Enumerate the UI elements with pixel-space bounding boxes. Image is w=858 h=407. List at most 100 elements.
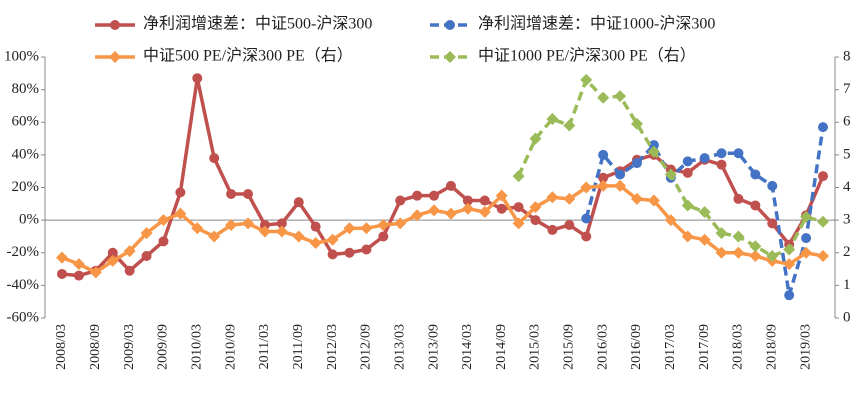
x-tick-label: 2018/09 bbox=[764, 324, 779, 370]
y2-tick-label: 8 bbox=[843, 48, 851, 64]
marker bbox=[733, 193, 744, 204]
marker bbox=[141, 251, 152, 262]
marker bbox=[801, 233, 812, 244]
x-tick-label: 2015/09 bbox=[562, 324, 577, 370]
marker bbox=[581, 213, 592, 224]
marker bbox=[529, 201, 542, 214]
marker bbox=[461, 202, 474, 215]
marker bbox=[681, 199, 694, 212]
marker bbox=[598, 149, 609, 160]
x-tick-label: 2011/09 bbox=[291, 324, 306, 369]
marker bbox=[89, 266, 102, 279]
marker bbox=[327, 249, 338, 260]
marker bbox=[445, 20, 455, 30]
x-tick-label: 2013/09 bbox=[426, 324, 441, 370]
marker bbox=[394, 217, 407, 230]
x-tick-label: 2008/09 bbox=[88, 324, 103, 370]
marker bbox=[411, 209, 424, 222]
marker bbox=[630, 192, 643, 205]
marker bbox=[310, 221, 321, 232]
marker bbox=[124, 265, 135, 276]
marker bbox=[598, 172, 609, 183]
y-tick-label: -60% bbox=[7, 309, 40, 325]
marker bbox=[615, 169, 626, 180]
y-tick-label: 60% bbox=[12, 114, 40, 130]
x-tick-label: 2016/09 bbox=[629, 324, 644, 370]
marker bbox=[648, 140, 659, 151]
marker bbox=[732, 230, 745, 243]
marker bbox=[478, 205, 491, 218]
series-line bbox=[61, 77, 825, 278]
marker bbox=[377, 219, 390, 232]
marker bbox=[243, 189, 254, 200]
marker bbox=[292, 230, 305, 243]
marker bbox=[699, 153, 710, 164]
marker bbox=[512, 217, 525, 230]
marker bbox=[715, 246, 728, 259]
marker bbox=[276, 218, 287, 229]
x-tick-label: 2013/03 bbox=[392, 324, 407, 370]
x-tick-label: 2010/03 bbox=[190, 324, 205, 370]
marker bbox=[106, 254, 119, 267]
y-tick-label: 80% bbox=[12, 81, 40, 97]
marker bbox=[109, 51, 121, 63]
marker bbox=[818, 171, 828, 182]
marker bbox=[698, 233, 711, 246]
y-tick-label: 20% bbox=[12, 179, 40, 195]
marker bbox=[800, 210, 813, 223]
marker bbox=[444, 207, 457, 220]
marker bbox=[378, 231, 389, 242]
legend-label: 中证500 PE/沪深300 PE（右） bbox=[143, 47, 353, 65]
x-tick-label: 2011/03 bbox=[257, 324, 272, 369]
marker bbox=[107, 247, 118, 258]
marker bbox=[309, 236, 322, 249]
marker bbox=[110, 20, 120, 30]
y2-tick-label: 7 bbox=[843, 81, 851, 97]
marker bbox=[445, 180, 456, 191]
marker bbox=[614, 179, 627, 192]
marker bbox=[733, 148, 744, 159]
marker bbox=[326, 233, 339, 246]
marker bbox=[563, 192, 576, 205]
marker bbox=[361, 244, 372, 255]
legend-label: 中证1000 PE/沪深300 PE（右） bbox=[478, 47, 696, 65]
marker bbox=[360, 222, 373, 235]
marker bbox=[242, 217, 255, 230]
marker bbox=[192, 73, 203, 84]
marker bbox=[226, 189, 237, 200]
marker bbox=[817, 215, 829, 228]
marker bbox=[647, 194, 660, 207]
marker bbox=[72, 258, 85, 271]
x-tick-label: 2019/03 bbox=[798, 324, 813, 370]
marker bbox=[513, 202, 524, 213]
marker bbox=[56, 251, 68, 264]
x-tick-label: 2012/03 bbox=[325, 324, 340, 370]
marker bbox=[546, 112, 559, 125]
marker bbox=[630, 117, 643, 130]
marker bbox=[750, 169, 761, 180]
legend-label: 净利润增速差：中证500-沪深300 bbox=[143, 15, 372, 33]
marker bbox=[580, 181, 593, 194]
marker bbox=[428, 204, 441, 217]
marker bbox=[546, 191, 559, 204]
marker bbox=[140, 227, 153, 240]
marker bbox=[174, 207, 187, 220]
marker bbox=[462, 195, 473, 206]
marker bbox=[817, 250, 829, 263]
y-tick-label: -20% bbox=[7, 244, 40, 260]
marker bbox=[496, 203, 507, 214]
x-tick-label: 2016/03 bbox=[595, 324, 610, 370]
y2-tick-label: 5 bbox=[843, 146, 851, 162]
marker bbox=[681, 230, 694, 243]
marker bbox=[259, 220, 270, 231]
marker bbox=[275, 225, 288, 238]
marker bbox=[597, 179, 610, 192]
marker bbox=[123, 245, 136, 258]
x-tick-label: 2017/09 bbox=[697, 324, 712, 370]
legend-item: 中证500 PE/沪深300 PE（右） bbox=[95, 47, 353, 65]
x-tick-label: 2014/03 bbox=[460, 324, 475, 370]
marker bbox=[412, 190, 423, 201]
y2-tick-label: 3 bbox=[843, 212, 851, 228]
marker bbox=[647, 145, 660, 158]
marker bbox=[73, 270, 84, 281]
